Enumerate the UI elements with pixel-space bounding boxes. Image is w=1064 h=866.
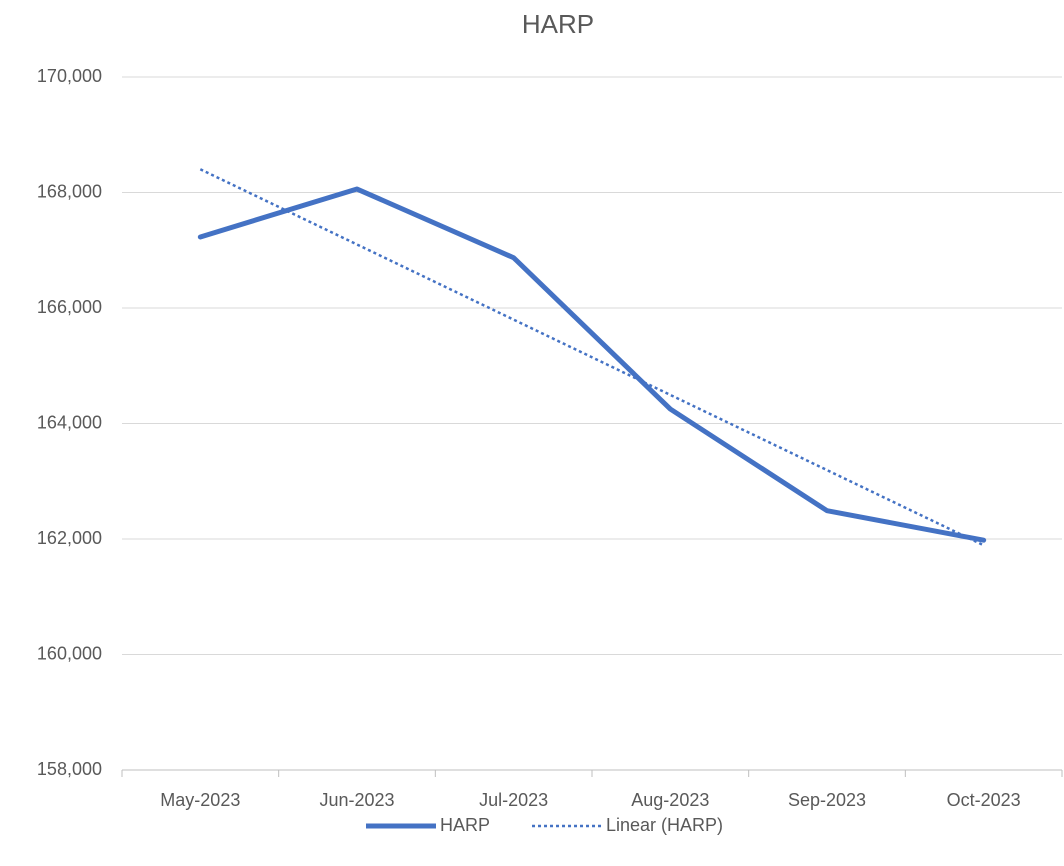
y-tick-label: 158,000	[37, 759, 102, 779]
x-tick-label: Sep-2023	[788, 790, 866, 810]
y-tick-label: 164,000	[37, 412, 102, 432]
chart-title: HARP	[522, 9, 594, 39]
x-tick-label: Jul-2023	[479, 790, 548, 810]
y-tick-label: 160,000	[37, 643, 102, 663]
y-tick-label: 168,000	[37, 181, 102, 201]
legend-label: Linear (HARP)	[606, 815, 723, 835]
series-line	[199, 168, 985, 547]
x-tick-label: May-2023	[160, 790, 240, 810]
legend-label: HARP	[440, 815, 490, 835]
y-tick-label: 170,000	[37, 66, 102, 86]
x-tick-label: Jun-2023	[319, 790, 394, 810]
x-tick-label: Aug-2023	[631, 790, 709, 810]
x-tick-label: Oct-2023	[947, 790, 1021, 810]
y-tick-label: 162,000	[37, 528, 102, 548]
y-tick-label: 166,000	[37, 297, 102, 317]
series-line	[197, 186, 987, 543]
